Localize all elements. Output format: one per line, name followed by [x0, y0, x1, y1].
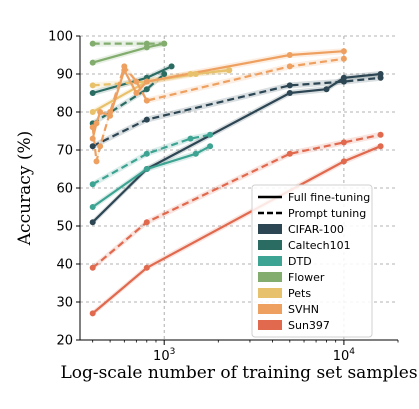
x-tick-label: 104 — [333, 347, 356, 364]
y-tick-label: 60 — [56, 182, 73, 197]
svhn-full-point — [340, 48, 347, 55]
dtd-full-point — [207, 143, 214, 150]
axes — [76, 35, 399, 345]
svhn-prompt-point — [286, 63, 293, 70]
svhn-prompt-point — [143, 97, 150, 104]
sun397-full-point — [89, 310, 96, 317]
pets-prompt-point — [187, 71, 194, 77]
svhn-prompt-point — [97, 143, 104, 150]
legend-swatch-caltech101 — [258, 240, 282, 250]
flower-prompt-point — [89, 40, 96, 47]
y-tick-label: 30 — [56, 296, 73, 311]
flower-prompt-point — [161, 40, 168, 47]
svhn-full-point — [143, 78, 150, 85]
dtd-prompt-point — [143, 150, 150, 157]
dtd-full-line — [92, 145, 211, 208]
svhn-prompt-point — [340, 55, 347, 62]
legend-swatch-svhn — [258, 304, 282, 314]
y-tick-label: 80 — [56, 106, 73, 121]
svhn-prompt-point — [93, 158, 100, 165]
cifar-100-prompt-band — [92, 74, 381, 150]
sun397-prompt-point — [286, 150, 293, 157]
y-tick-label: 20 — [56, 334, 73, 349]
legend-swatch-pets — [258, 288, 282, 298]
cifar-100-prompt-point — [89, 143, 96, 150]
x-tick-label: 103 — [153, 347, 175, 364]
legend-label-sun397: Sun397 — [288, 319, 330, 332]
cifar-100-full-point — [286, 90, 293, 96]
pets-full-point — [192, 71, 199, 77]
dtd-prompt-point — [89, 181, 96, 188]
legend-swatch-cifar-100 — [258, 224, 282, 234]
sun397-prompt-point — [377, 131, 384, 138]
svhn-prompt-point — [89, 124, 96, 131]
dtd-full-point — [89, 204, 96, 210]
x-axis-label: Log-scale number of training set samples — [60, 363, 417, 383]
legend-label-caltech101: Caltech101 — [288, 239, 351, 252]
legend-label-cifar-100: CIFAR-100 — [288, 223, 344, 236]
legend: Full fine-tuning Prompt tuning CIFAR-100 Ca… — [251, 184, 373, 338]
svhn-full-point — [93, 120, 100, 127]
svhn-prompt-point — [133, 78, 140, 85]
pets-full-point — [89, 109, 96, 115]
dtd-prompt-point — [207, 131, 214, 138]
cifar-100-full-line — [91, 72, 381, 223]
legend-label-full-fine-tuning: Full fine-tuning — [288, 191, 370, 204]
pets-prompt-point — [226, 67, 233, 74]
legend-label-dtd: DTD — [288, 255, 312, 268]
y-tick-label: 100 — [48, 30, 73, 45]
y-tick-label: 70 — [56, 144, 73, 159]
legend-swatch-sun397 — [258, 320, 282, 330]
svhn-full-point — [133, 90, 140, 96]
svhn-full-point — [286, 52, 293, 58]
legend-label-svhn: SVHN — [288, 303, 319, 316]
sun397-prompt-point — [340, 139, 347, 146]
caltech101-prompt-point — [143, 86, 150, 93]
sun397-prompt-point — [89, 264, 96, 271]
sun397-full-line — [91, 145, 382, 315]
y-axis-label: Accuracy (%) — [15, 131, 35, 246]
cifar-100-prompt-point — [286, 82, 293, 89]
svhn-prompt-point — [121, 63, 128, 70]
legend-swatch-flower — [258, 272, 282, 282]
sun397-full-point — [340, 158, 347, 165]
cifar-100-full-point — [323, 86, 330, 93]
sun397-prompt-point — [143, 219, 150, 226]
cifar-100-prompt-point — [340, 78, 347, 85]
svhn-full-band — [92, 48, 344, 142]
cifar-100-full-point — [89, 219, 96, 226]
legend-swatch-dtd — [258, 256, 282, 266]
series-points — [89, 40, 384, 317]
legend-box — [251, 184, 373, 338]
y-tick-label: 50 — [56, 220, 73, 235]
dtd-prompt-point — [187, 135, 194, 142]
tick-labels: 20 30 40 50 60 70 80 90 100 103 104 — [48, 30, 355, 365]
flower-prompt-point — [143, 40, 150, 47]
pets-prompt-point — [89, 82, 96, 89]
cifar-100-prompt-point — [377, 74, 384, 81]
caltech101-full-point — [168, 63, 175, 70]
sun397-full-point — [143, 264, 150, 271]
dtd-full-point — [192, 150, 199, 157]
sun397-full-point — [377, 143, 384, 150]
legend-label-flower: Flower — [288, 271, 325, 284]
sun397-full-band — [92, 143, 381, 317]
caltech101-full-point — [89, 90, 96, 96]
svhn-full-point — [97, 109, 104, 115]
cifar-100-prompt-point — [143, 116, 150, 123]
y-tick-label: 40 — [56, 258, 73, 273]
sun397-prompt-line — [91, 133, 381, 269]
dtd-full-point — [143, 166, 150, 172]
flower-full-point — [89, 59, 96, 66]
dtd-full-band — [92, 143, 211, 210]
svhn-prompt-point — [107, 109, 114, 115]
y-tick-label: 90 — [56, 68, 73, 83]
caltech101-prompt-point — [161, 71, 168, 77]
svhn-full-point — [89, 135, 96, 142]
legend-label-prompt-tuning: Prompt tuning — [288, 207, 366, 220]
legend-label-pets: Pets — [288, 287, 311, 300]
